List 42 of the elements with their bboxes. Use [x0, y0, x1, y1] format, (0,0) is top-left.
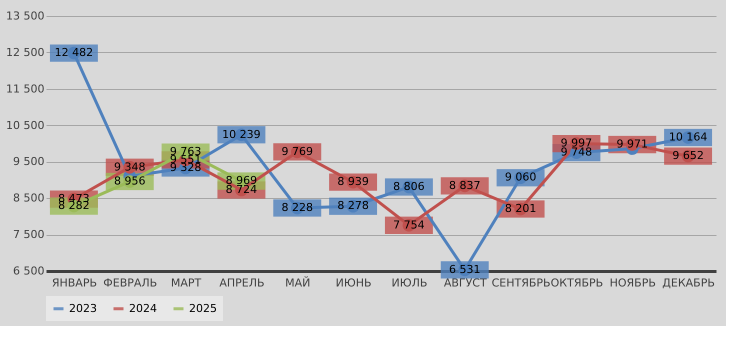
y-tick-label: 6 500: [13, 264, 44, 278]
y-tick-label: 8 500: [13, 192, 44, 205]
y-tick-label: 7 500: [13, 228, 44, 242]
x-tick-label: АПРЕЛЬ: [219, 276, 265, 290]
data-label: 9 971: [616, 138, 648, 151]
y-tick-label: 11 500: [6, 82, 44, 96]
data-label: 10 239: [222, 128, 261, 141]
x-tick-label: АВГУСТ: [444, 276, 487, 290]
data-label: 9 060: [504, 170, 536, 184]
y-tick-label: 12 500: [6, 46, 44, 59]
x-tick-label: ЯНВАРЬ: [52, 276, 98, 290]
data-label: 8 806: [393, 180, 425, 193]
x-tick-label: ОКТЯБРЬ: [550, 276, 604, 290]
legend-label: 2023: [69, 302, 97, 315]
data-label: 6 531: [449, 262, 480, 276]
y-tick-label: 10 500: [6, 118, 44, 132]
legend-label: 2025: [189, 302, 217, 315]
y-tick-label: 13 500: [6, 10, 44, 22]
data-label: 9 348: [114, 160, 146, 174]
data-label: 8 956: [114, 174, 146, 188]
data-label: 8 724: [226, 182, 258, 196]
x-tick-label: СЕНТЯБРЬ: [492, 276, 551, 290]
data-label: 9 748: [560, 146, 592, 159]
data-label: 8 939: [337, 175, 369, 188]
data-label: 9 769: [282, 144, 313, 158]
data-label: 8 837: [449, 178, 480, 192]
x-tick-label: ИЮНЬ: [336, 276, 372, 290]
x-tick-label: ИЮЛЬ: [391, 276, 428, 290]
data-label: 8 278: [337, 199, 369, 212]
x-tick-label: МАЙ: [285, 276, 310, 290]
data-label: 8 201: [504, 202, 536, 216]
data-label: 12 482: [54, 46, 94, 60]
x-tick-label: НОЯБРЬ: [610, 276, 656, 290]
data-label: 9 652: [672, 149, 704, 162]
y-tick-label: 9 500: [13, 155, 44, 168]
data-label: 7 754: [393, 218, 425, 232]
x-tick-label: МАРТ: [170, 276, 202, 290]
x-tick-label: ФЕВРАЛЬ: [103, 276, 158, 290]
x-tick-label: ДЕКАБРЬ: [662, 276, 715, 290]
data-label: 8 228: [282, 201, 313, 214]
legend-label: 2024: [129, 302, 157, 315]
data-label: 10 164: [668, 130, 708, 144]
